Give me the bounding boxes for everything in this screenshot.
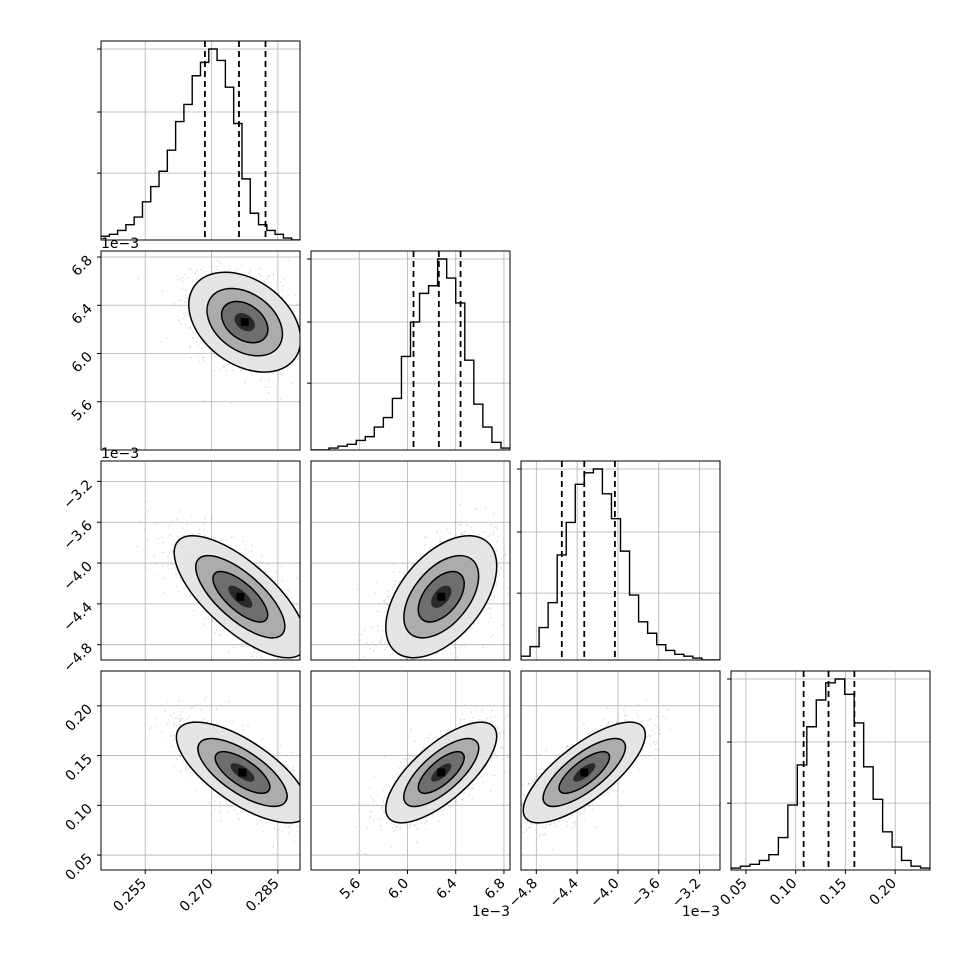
xtick-label-p2-3: −3.6: [628, 875, 663, 910]
xtick-label-p0-0: 0.255: [110, 876, 150, 916]
xtick-label-p1-1: 6.0: [385, 876, 412, 903]
ytick-label-p3-2: 0.15: [62, 751, 95, 784]
panel-frame-p0-p1: [100, 250, 301, 451]
xtick-label-p3-0: 0.05: [717, 876, 750, 909]
xtick-label-p2-2: −4.0: [587, 876, 622, 911]
ytick-label-p1-3: 6.8: [69, 253, 96, 280]
ytick-label-p3-0: 0.05: [62, 851, 95, 884]
xtick-label-p1-0: 5.6: [337, 875, 364, 902]
contour-1: [403, 737, 480, 808]
contour-0: [173, 534, 300, 659]
ytick-label-p1-0: 5.6: [69, 397, 96, 424]
density-peak: [437, 768, 446, 777]
xtick-label-p3-3: 0.20: [867, 876, 900, 909]
ytick-label-p2-3: −3.6: [60, 518, 95, 553]
panel-frame-p1-p3: [310, 670, 511, 871]
xtick-label-p3-1: 0.10: [767, 876, 800, 909]
ytick-label-p2-0: −4.8: [60, 640, 95, 675]
histogram-step-p1: [311, 258, 510, 450]
density-peak: [236, 592, 245, 601]
contour-2: [220, 300, 269, 344]
contour-0: [522, 721, 647, 824]
histogram-step-p0: [101, 48, 300, 240]
histogram-p3: [731, 671, 930, 870]
ytick-label-p3-1: 0.10: [62, 801, 95, 834]
contour-1: [403, 554, 480, 639]
density-peak: [238, 768, 247, 777]
contour-2: [417, 750, 465, 795]
histogram-p1: [311, 251, 510, 450]
xtick-label-p2-1: −4.4: [547, 875, 582, 910]
histogram-p0: [101, 41, 300, 240]
contour-0: [175, 721, 300, 824]
x-offset-label-p1: 1e−3: [472, 904, 510, 920]
histogram-step-p2: [521, 468, 720, 660]
density-peak: [580, 768, 589, 777]
density-peak: [437, 592, 446, 601]
x-offset-label-p2: 1e−3: [682, 904, 720, 920]
density-panel-p0-p2: [101, 461, 300, 660]
xtick-label-p0-1: 0.270: [177, 876, 217, 916]
ytick-label-p2-4: −3.2: [60, 477, 95, 512]
ytick-label-p2-1: −4.4: [60, 599, 95, 634]
panel-frame-p1-p2: [310, 460, 511, 661]
contour-0: [385, 721, 498, 824]
density-panel-p2-p3: [521, 671, 720, 870]
panel-frame-p0-p3: [100, 670, 301, 871]
panel-frame-p2-p3: [520, 670, 721, 871]
panel-frame-p0-p2: [100, 460, 301, 661]
contour-2: [214, 750, 271, 795]
contour-1: [542, 737, 627, 808]
density-panel-p1-p2: [311, 461, 510, 660]
xtick-label-p1-2: 6.4: [433, 875, 460, 902]
contour-2: [558, 750, 611, 795]
ytick-label-p1-2: 6.4: [69, 301, 96, 328]
contour-0: [188, 271, 300, 373]
y-offset-label-0: 1e−3: [101, 236, 139, 252]
xtick-label-p1-3: 6.8: [482, 876, 509, 903]
ytick-label-p3-3: 0.20: [62, 701, 95, 734]
ytick-label-p1-1: 6.0: [69, 349, 96, 376]
contour-1: [206, 287, 284, 357]
hist-frame-p2: [520, 460, 721, 661]
ytick-label-p2-2: −4.0: [60, 559, 95, 594]
density-panel-p0-p1: [101, 251, 300, 450]
xtick-label-p0-2: 0.285: [243, 876, 283, 916]
hist-frame-p0: [100, 40, 301, 241]
contour-1: [197, 737, 288, 808]
xtick-label-p3-2: 0.15: [817, 876, 850, 909]
density-panel-p0-p3: [101, 671, 300, 870]
density-panel-p1-p3: [311, 671, 510, 870]
contour-1: [194, 554, 286, 639]
xtick-label-p2-0: −4.8: [506, 876, 541, 911]
density-peak: [240, 318, 249, 327]
hist-frame-p1: [310, 250, 511, 451]
contour-2: [212, 570, 269, 623]
y-offset-label-1: 1e−3: [101, 446, 139, 462]
contour-0: [385, 534, 498, 659]
histogram-step-p3: [731, 678, 930, 870]
histogram-p2: [521, 461, 720, 660]
hist-frame-p3: [730, 670, 931, 871]
contour-2: [417, 570, 465, 623]
